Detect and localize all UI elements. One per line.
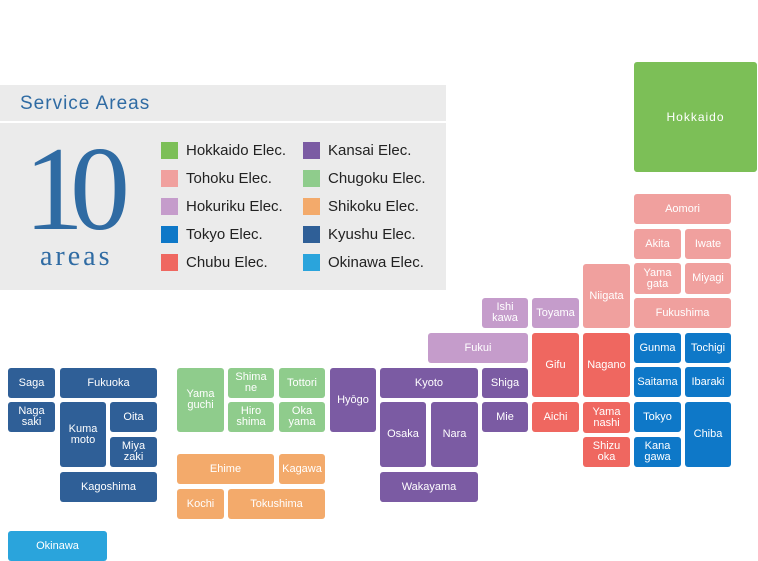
legend-label: Kansai Elec. (328, 141, 412, 159)
prefecture-kochi: Kochi (177, 489, 224, 519)
legend-swatch (303, 169, 320, 187)
prefecture-nagasaki: Naga saki (8, 402, 55, 432)
prefecture-hiroshima: Hiro shima (228, 402, 274, 432)
prefecture-fukui: Fukui (428, 333, 528, 363)
legend-swatch (161, 169, 178, 187)
legend-label: Tokyo Elec. (186, 225, 263, 243)
prefecture-chiba: Chiba (685, 402, 731, 467)
prefecture-wakayama: Wakayama (380, 472, 478, 502)
prefecture-ishikawa: Ishi kawa (482, 298, 528, 328)
legend-label: Shikoku Elec. (328, 197, 419, 215)
prefecture-yamaguchi: Yama guchi (177, 368, 224, 432)
area-count: 10 (24, 122, 130, 255)
prefecture-aomori: Aomori (634, 194, 731, 224)
legend-item-kansai: Kansai Elec. (303, 141, 411, 159)
legend-item-chubu: Chubu Elec. (161, 253, 268, 271)
legend-swatch (161, 253, 178, 271)
legend-label: Hokuriku Elec. (186, 197, 283, 215)
prefecture-ibaraki: Ibaraki (685, 367, 731, 397)
prefecture-yamagata: Yama gata (634, 263, 681, 294)
legend-item-kyushu: Kyushu Elec. (303, 225, 416, 243)
legend-item-okinawa: Okinawa Elec. (303, 253, 424, 271)
legend-item-tokyo: Tokyo Elec. (161, 225, 263, 243)
legend-label: Okinawa Elec. (328, 253, 424, 271)
prefecture-ehime: Ehime (177, 454, 274, 484)
prefecture-shizuoka: Shizu oka (583, 437, 630, 467)
legend-swatch (303, 225, 320, 243)
legend-item-shikoku: Shikoku Elec. (303, 197, 419, 215)
legend-label: Chubu Elec. (186, 253, 268, 271)
legend-swatch (161, 197, 178, 215)
legend-swatch (303, 197, 320, 215)
legend-swatch (161, 141, 178, 159)
legend-label: Kyushu Elec. (328, 225, 416, 243)
prefecture-fukushima: Fukushima (634, 298, 731, 328)
prefecture-oita: Oita (110, 402, 157, 432)
prefecture-niigata: Niigata (583, 264, 630, 328)
legend-label: Hokkaido Elec. (186, 141, 287, 159)
area-count-unit: areas (40, 241, 113, 272)
prefecture-nagano: Nagano (583, 333, 630, 397)
legend-label: Tohoku Elec. (186, 169, 272, 187)
prefecture-miyagi: Miyagi (685, 263, 731, 294)
prefecture-hyogo: Hyōgo (330, 368, 376, 432)
legend-item-hokkaido: Hokkaido Elec. (161, 141, 286, 159)
prefecture-iwate: Iwate (685, 229, 731, 259)
legend-label: Chugoku Elec. (328, 169, 426, 187)
prefecture-tottori: Tottori (279, 368, 325, 398)
legend-item-chugoku: Chugoku Elec. (303, 169, 426, 187)
prefecture-yamanashi: Yama nashi (583, 402, 630, 433)
prefecture-gunma: Gunma (634, 333, 681, 363)
legend-swatch (303, 141, 320, 159)
legend-swatch (303, 253, 320, 271)
prefecture-saga: Saga (8, 368, 55, 398)
prefecture-akita: Akita (634, 229, 681, 259)
prefecture-shimane: Shima ne (228, 368, 274, 398)
prefecture-aichi: Aichi (532, 402, 579, 432)
panel-header: Service Areas (0, 85, 446, 121)
prefecture-nara: Nara (431, 402, 478, 467)
prefecture-okayama: Oka yama (279, 402, 325, 432)
prefecture-toyama: Toyama (532, 298, 579, 328)
prefecture-kyoto: Kyoto (380, 368, 478, 398)
prefecture-kumamoto: Kuma moto (60, 402, 106, 467)
legend-item-hokuriku: Hokuriku Elec. (161, 197, 283, 215)
prefecture-miyazaki: Miya zaki (110, 437, 157, 467)
prefecture-tokushima: Tokushima (228, 489, 325, 519)
prefecture-mie: Mie (482, 402, 528, 432)
legend-panel: 10 areas Hokkaido Elec. Tohoku Elec. Hokur… (0, 123, 446, 290)
prefecture-okinawa: Okinawa (8, 531, 107, 561)
prefecture-saitama: Saitama (634, 367, 681, 397)
prefecture-shiga: Shiga (482, 368, 528, 398)
prefecture-gifu: Gifu (532, 333, 579, 397)
prefecture-osaka: Osaka (380, 402, 426, 467)
prefecture-kagawa: Kagawa (279, 454, 325, 484)
prefecture-tokyo: Tokyo (634, 402, 681, 432)
panel-title: Service Areas (20, 93, 151, 114)
prefecture-hokkaido: Hokkaido (634, 62, 757, 172)
legend-swatch (161, 225, 178, 243)
prefecture-kagoshima: Kagoshima (60, 472, 157, 502)
legend-item-tohoku: Tohoku Elec. (161, 169, 272, 187)
prefecture-fukuoka: Fukuoka (60, 368, 157, 398)
prefecture-tochigi: Tochigi (685, 333, 731, 363)
prefecture-kanagawa: Kana gawa (634, 437, 681, 467)
